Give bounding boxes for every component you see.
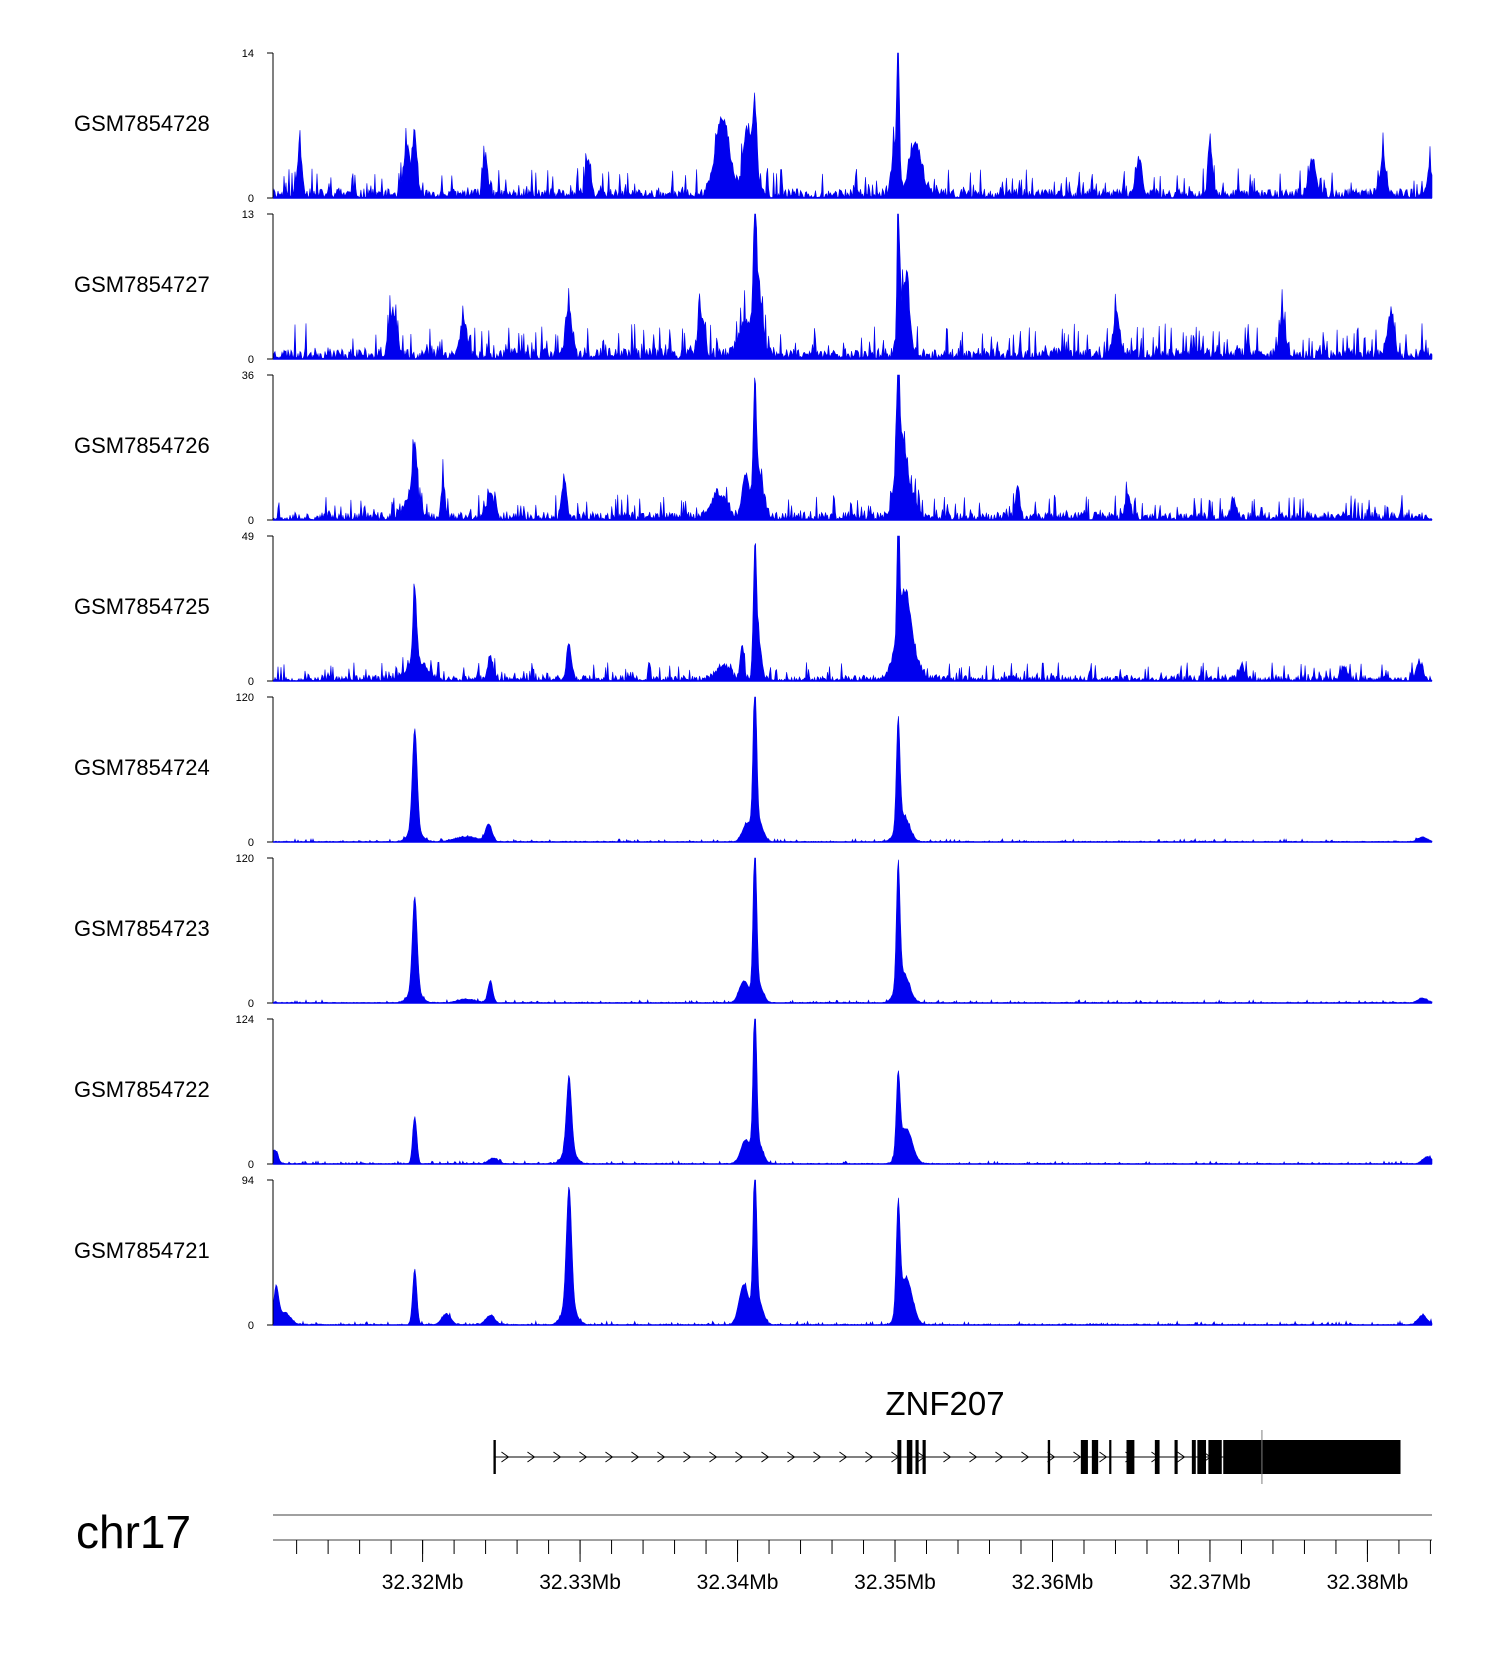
y-max-label: 124 — [236, 1014, 254, 1026]
terminal-exon-block — [1223, 1440, 1401, 1474]
y-max-label: 49 — [242, 531, 254, 543]
strand-arrow — [553, 1451, 562, 1463]
track-GSM7854724: 120 0 GSM7854724 — [74, 692, 1433, 849]
coverage-area — [272, 857, 1433, 1004]
y-min-label: 0 — [248, 676, 254, 688]
exon — [1197, 1440, 1207, 1474]
track-label: GSM7854721 — [74, 1238, 210, 1263]
track-GSM7854728: 14 0 GSM7854728 — [74, 48, 1433, 205]
exon — [1080, 1440, 1088, 1474]
chromosome-label: chr17 — [76, 1506, 191, 1558]
gene-label: ZNF207 — [885, 1385, 1004, 1422]
axis-tick-label: 32.36Mb — [1012, 1571, 1094, 1594]
track-label: GSM7854725 — [74, 594, 210, 619]
y-min-label: 0 — [248, 998, 254, 1010]
exon — [1047, 1440, 1051, 1474]
track-label: GSM7854723 — [74, 916, 210, 941]
track-GSM7854726: 36 0 GSM7854726 — [74, 370, 1433, 527]
exon — [1109, 1440, 1112, 1474]
exon — [915, 1440, 919, 1474]
coverage-area — [272, 374, 1433, 522]
strand-arrow — [787, 1451, 796, 1463]
exon — [922, 1440, 926, 1474]
strand-arrow — [683, 1451, 692, 1463]
strand-arrow — [761, 1451, 770, 1463]
coverage-area — [272, 52, 1433, 199]
y-min-label: 0 — [248, 837, 254, 849]
track-GSM7854725: 49 0 GSM7854725 — [74, 531, 1433, 688]
track-label: GSM7854726 — [74, 433, 210, 458]
strand-arrow — [969, 1451, 978, 1463]
axis-tick-label: 32.32Mb — [382, 1571, 464, 1594]
y-min-label: 0 — [248, 1320, 254, 1332]
track-GSM7854722: 124 0 GSM7854722 — [74, 1014, 1433, 1171]
y-min-label: 0 — [248, 515, 254, 527]
strand-arrow — [943, 1451, 952, 1463]
track-label: GSM7854727 — [74, 272, 210, 297]
axis-tick-label: 32.35Mb — [854, 1571, 936, 1594]
coverage-tracks: 14 0 GSM7854728 13 0 GSM7854727 36 0 GSM7854726 4… — [74, 48, 1433, 1332]
coverage-area — [272, 213, 1433, 361]
strand-arrow — [735, 1451, 744, 1463]
strand-arrow — [631, 1451, 640, 1463]
strand-arrow — [605, 1451, 614, 1463]
strand-arrow — [865, 1451, 874, 1463]
exon — [1174, 1440, 1178, 1474]
strand-arrow — [657, 1451, 666, 1463]
coverage-area — [272, 696, 1433, 843]
track-GSM7854721: 94 0 GSM7854721 — [74, 1175, 1433, 1332]
y-max-label: 94 — [242, 1175, 254, 1187]
axis-tick-label: 32.37Mb — [1169, 1571, 1251, 1594]
track-label: GSM7854724 — [74, 755, 210, 780]
coverage-area — [272, 535, 1433, 683]
y-max-label: 13 — [242, 209, 254, 221]
coverage-area — [272, 1018, 1433, 1165]
strand-arrow — [579, 1451, 588, 1463]
coverage-area — [272, 1179, 1433, 1326]
exon — [1126, 1440, 1135, 1474]
exon — [897, 1440, 902, 1474]
strand-arrow — [1021, 1451, 1030, 1463]
y-max-label: 120 — [236, 692, 254, 704]
y-max-label: 120 — [236, 853, 254, 865]
exon — [1208, 1440, 1222, 1474]
strand-arrow — [1073, 1451, 1082, 1463]
strand-arrow — [839, 1451, 848, 1463]
genome-axis: chr17 32.32Mb 32.33Mb 32.34Mb 32.35Mb 32.36M… — [76, 1506, 1432, 1594]
strand-arrow — [1177, 1451, 1186, 1463]
exon — [1154, 1440, 1160, 1474]
strand-arrow — [527, 1451, 536, 1463]
y-max-label: 14 — [242, 48, 254, 60]
track-GSM7854723: 120 0 GSM7854723 — [74, 853, 1433, 1010]
track-label: GSM7854728 — [74, 111, 210, 136]
strand-arrow — [813, 1451, 822, 1463]
y-min-label: 0 — [248, 354, 254, 366]
axis-ticks: 32.32Mb 32.33Mb 32.34Mb 32.35Mb 32.36Mb 32.37… — [273, 1514, 1432, 1594]
exon — [1091, 1440, 1099, 1474]
axis-tick-label: 32.33Mb — [539, 1571, 621, 1594]
gene-annotation-track: ZNF207 — [493, 1385, 1401, 1484]
y-min-label: 0 — [248, 193, 254, 205]
exon — [493, 1440, 496, 1474]
axis-tick-label: 32.34Mb — [697, 1571, 779, 1594]
exon — [1191, 1440, 1196, 1474]
exon — [906, 1440, 913, 1474]
track-GSM7854727: 13 0 GSM7854727 — [74, 209, 1433, 366]
y-min-label: 0 — [248, 1159, 254, 1171]
y-max-label: 36 — [242, 370, 254, 382]
strand-arrow — [1099, 1451, 1108, 1463]
gene-model — [493, 1430, 1401, 1484]
axis-tick-label: 32.38Mb — [1327, 1571, 1409, 1594]
strand-arrow — [995, 1451, 1004, 1463]
strand-arrow — [501, 1451, 510, 1463]
track-label: GSM7854722 — [74, 1077, 210, 1102]
strand-arrow — [709, 1451, 718, 1463]
